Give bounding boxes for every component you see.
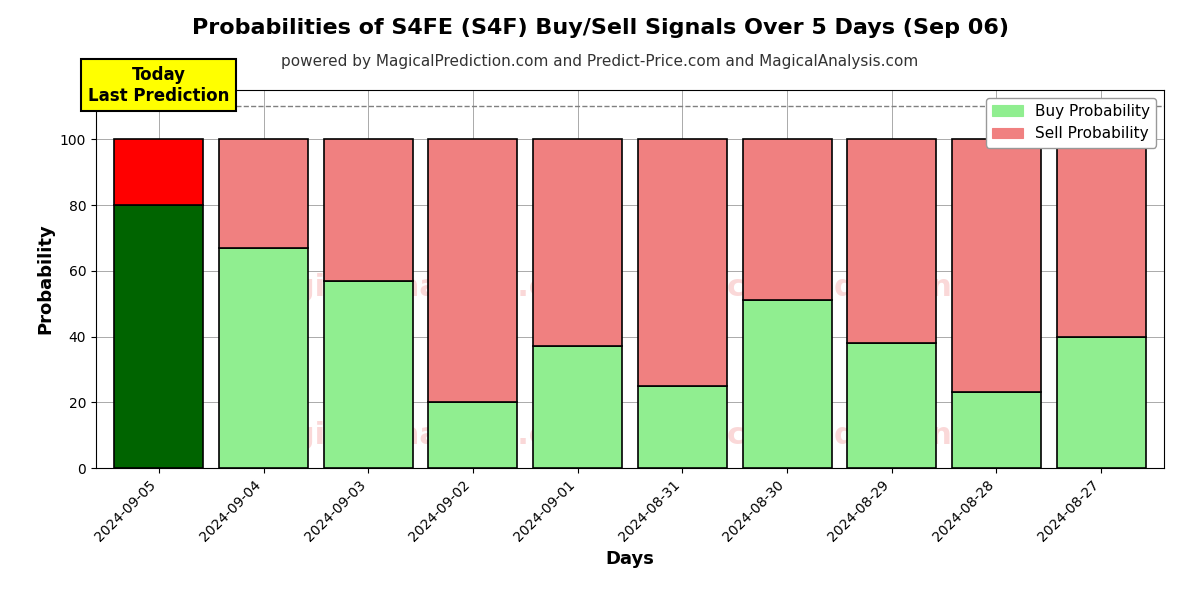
Text: MagicalPrediction.com: MagicalPrediction.com <box>644 273 1034 302</box>
Legend: Buy Probability, Sell Probability: Buy Probability, Sell Probability <box>986 98 1157 148</box>
Text: MagicalAnalysis.com: MagicalAnalysis.com <box>242 273 599 302</box>
Bar <box>114 139 203 205</box>
Bar <box>952 139 1040 392</box>
Bar <box>220 139 308 248</box>
Bar <box>847 343 936 468</box>
Bar <box>638 139 727 386</box>
Bar <box>428 402 517 468</box>
Bar <box>743 139 832 301</box>
Bar <box>638 386 727 468</box>
X-axis label: Days: Days <box>606 550 654 568</box>
Bar <box>952 392 1040 468</box>
Bar <box>220 248 308 468</box>
Text: MagicalPrediction.com: MagicalPrediction.com <box>644 421 1034 449</box>
Bar <box>743 301 832 468</box>
Bar <box>324 281 413 468</box>
Text: Probabilities of S4FE (S4F) Buy/Sell Signals Over 5 Days (Sep 06): Probabilities of S4FE (S4F) Buy/Sell Sig… <box>192 18 1008 38</box>
Text: powered by MagicalPrediction.com and Predict-Price.com and MagicalAnalysis.com: powered by MagicalPrediction.com and Pre… <box>281 54 919 69</box>
Bar <box>114 205 203 468</box>
Text: MagicalAnalysis.com: MagicalAnalysis.com <box>242 421 599 449</box>
Bar <box>324 139 413 281</box>
Bar <box>847 139 936 343</box>
Y-axis label: Probability: Probability <box>36 224 54 334</box>
Text: Today
Last Prediction: Today Last Prediction <box>88 66 229 105</box>
Bar <box>533 139 622 346</box>
Bar <box>428 139 517 402</box>
Bar <box>1057 337 1146 468</box>
Bar <box>533 346 622 468</box>
Bar <box>1057 139 1146 337</box>
